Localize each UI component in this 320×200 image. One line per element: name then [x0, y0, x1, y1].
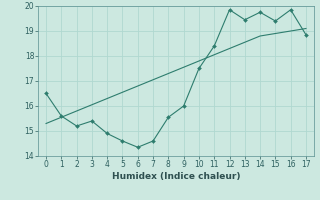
X-axis label: Humidex (Indice chaleur): Humidex (Indice chaleur)	[112, 172, 240, 181]
